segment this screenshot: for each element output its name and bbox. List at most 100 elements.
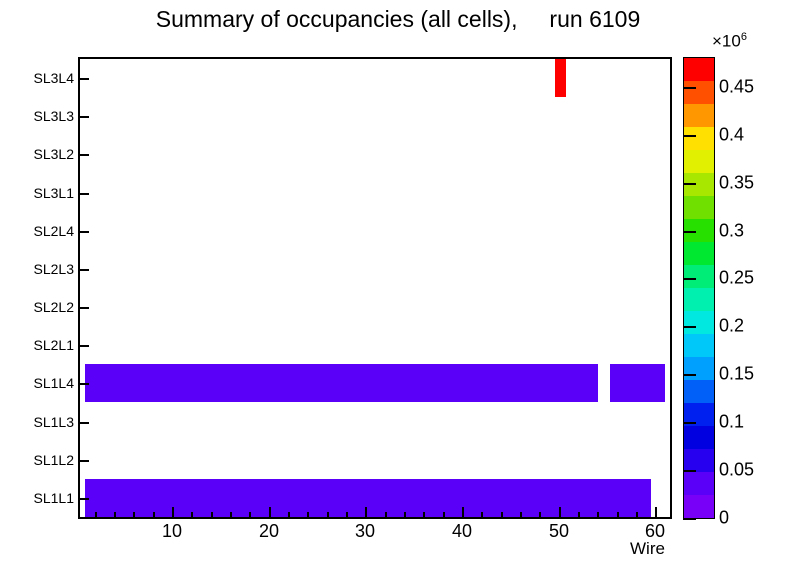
color-bar-tick [683, 518, 696, 520]
color-bar-tick [683, 87, 696, 89]
x-axis-tick-major [655, 507, 657, 519]
x-axis-tick-minor [249, 512, 251, 519]
y-axis-tick [78, 116, 89, 118]
y-axis-label-sl3l1: SL3L1 [33, 185, 74, 201]
y-axis-tick [78, 422, 89, 424]
y-axis-tick [78, 78, 89, 80]
color-bar-swatch [684, 150, 714, 173]
page-title: Summary of occupancies (all cells), run … [155, 6, 641, 32]
y-axis-label-sl3l3: SL3L3 [33, 108, 74, 124]
color-bar-label-0-2: 0.2 [719, 315, 745, 336]
x-axis-tick-minor [617, 512, 619, 519]
y-axis-label-sl2l1: SL2L1 [33, 337, 74, 353]
x-axis-label-50: 50 [548, 521, 570, 541]
y-axis-label-sl2l2: SL2L2 [33, 299, 74, 315]
x-axis-label-10: 10 [161, 521, 183, 541]
color-bar-exponent-power: 6 [740, 31, 747, 43]
color-bar-tick [683, 374, 696, 376]
color-bar-exponent: ×106 [712, 31, 747, 52]
x-axis-tick-minor [191, 512, 193, 519]
y-axis-label-sl1l3: SL1L3 [33, 414, 74, 430]
color-bar-label-0-1: 0.1 [719, 411, 745, 432]
color-bar-swatch [684, 380, 714, 403]
color-bar-swatch [684, 449, 714, 472]
color-bar-swatch [684, 127, 714, 150]
x-axis-tick-major [462, 507, 464, 519]
color-bar-swatch [684, 58, 714, 81]
x-axis-tick-minor [153, 512, 155, 519]
x-axis-tick-minor [539, 512, 541, 519]
color-bar-label-0-05: 0.05 [719, 459, 755, 480]
y-axis-label-sl1l1: SL1L1 [33, 490, 74, 506]
x-axis-tick-major [559, 507, 561, 519]
heatmap-cell [84, 364, 599, 403]
color-bar-swatch [684, 104, 714, 127]
y-axis-tick [78, 193, 89, 195]
x-axis-tick-minor [481, 512, 483, 519]
color-bar-tick [683, 470, 696, 472]
y-axis-label-sl3l2: SL3L2 [33, 146, 74, 162]
color-bar-swatch [684, 357, 714, 380]
color-bar [683, 57, 715, 519]
x-axis-tick-minor [288, 512, 290, 519]
x-axis-tick-minor [443, 512, 445, 519]
y-axis-label-sl2l4: SL2L4 [33, 223, 74, 239]
color-bar-swatch [684, 403, 714, 426]
color-bar-exponent-base: ×10 [712, 31, 741, 51]
x-axis-tick-minor [636, 512, 638, 519]
y-axis-label-sl1l2: SL1L2 [33, 452, 74, 468]
x-axis-tick-minor [327, 512, 329, 519]
color-bar-swatch [684, 495, 714, 518]
y-axis-tick [78, 383, 89, 385]
x-axis-tick-major [172, 507, 174, 519]
color-bar-swatch [684, 81, 714, 104]
heatmap-cell [610, 364, 666, 403]
y-axis-tick [78, 154, 89, 156]
y-axis-label-sl2l3: SL2L3 [33, 261, 74, 277]
y-axis-label-sl3l4: SL3L4 [33, 70, 74, 86]
color-bar-label-0-45: 0.45 [719, 76, 755, 97]
x-axis-tick-minor [423, 512, 425, 519]
color-bar-swatch [684, 173, 714, 196]
color-bar-tick [683, 422, 696, 424]
color-bar-swatch [684, 196, 714, 219]
color-bar-label-0-15: 0.15 [719, 363, 755, 384]
color-bar-label-0-3: 0.3 [719, 220, 745, 241]
x-axis-tick-minor [114, 512, 116, 519]
color-bar-tick [683, 326, 696, 328]
y-axis-tick [78, 231, 89, 233]
x-axis-tick-minor [307, 512, 309, 519]
color-bar-tick [683, 135, 696, 137]
x-axis-label-40: 40 [451, 521, 473, 541]
x-axis-tick-minor [597, 512, 599, 519]
x-axis-tick-minor [230, 512, 232, 519]
color-bar-label-0-4: 0.4 [719, 124, 745, 145]
heatmap-cell [554, 59, 566, 98]
heatmap-cell [84, 478, 651, 517]
x-axis-label-20: 20 [258, 521, 280, 541]
color-bar-swatch [684, 334, 714, 357]
y-axis-tick [78, 460, 89, 462]
color-bar-label-0: 0 [719, 507, 730, 528]
x-axis-tick-minor [501, 512, 503, 519]
x-axis-tick-minor [95, 512, 97, 519]
x-axis-tick-minor [578, 512, 580, 519]
x-axis-tick-minor [404, 512, 406, 519]
color-bar-swatch [684, 472, 714, 495]
color-bar-swatch [684, 311, 714, 334]
y-axis-tick [78, 498, 89, 500]
x-axis-tick-minor [520, 512, 522, 519]
color-bar-swatch [684, 242, 714, 265]
x-axis-tick-minor [133, 512, 135, 519]
color-bar-tick [683, 183, 696, 185]
y-axis-tick [78, 345, 89, 347]
color-bar-swatch [684, 219, 714, 242]
x-axis-tick-major [365, 507, 367, 519]
plot-frame [78, 57, 672, 519]
y-axis-label-sl1l4: SL1L4 [33, 375, 74, 391]
color-bar-label-0-35: 0.35 [719, 172, 755, 193]
y-axis-tick [78, 307, 89, 309]
color-bar-swatch [684, 288, 714, 311]
x-axis-title: Wire [630, 539, 665, 558]
